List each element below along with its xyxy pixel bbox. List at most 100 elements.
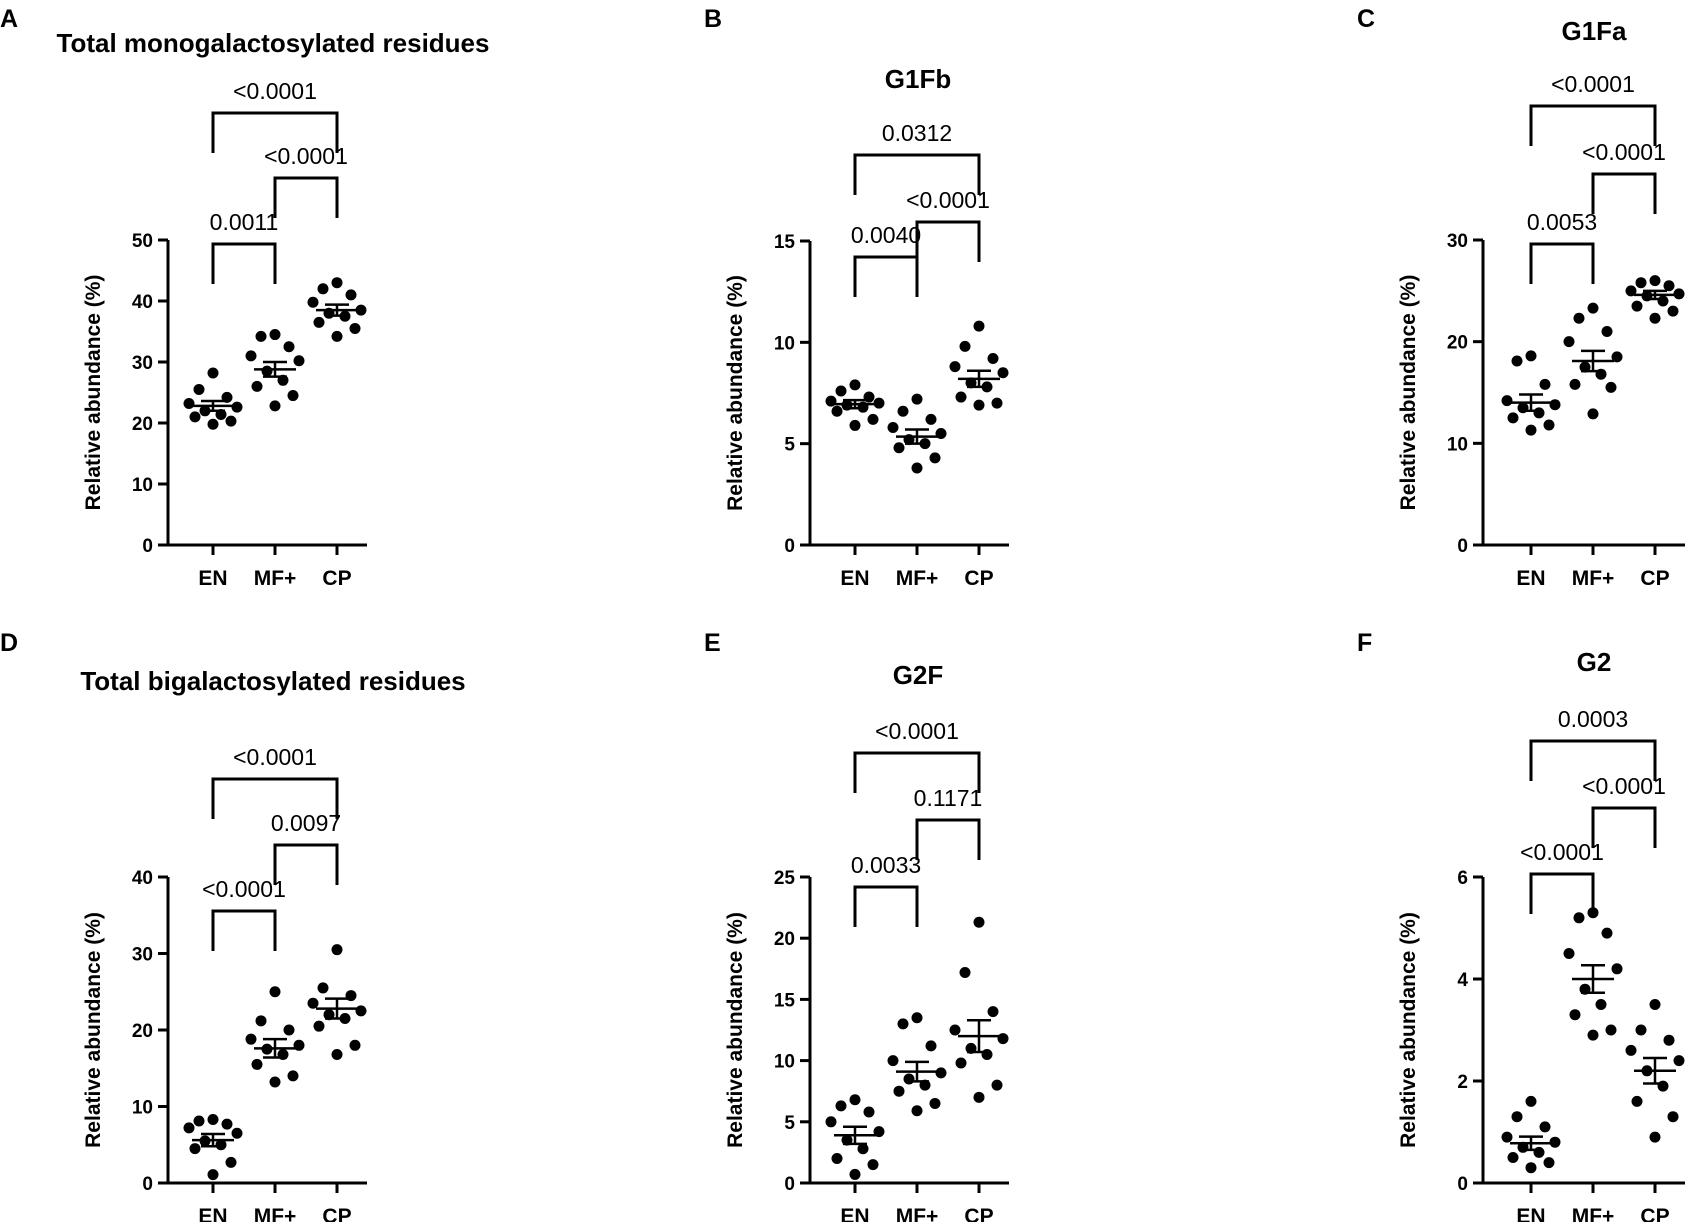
data-point-a-en-8 — [189, 411, 201, 423]
y-tick-label-d-40: 40 — [132, 868, 153, 889]
series-a-mf-plus — [245, 329, 305, 412]
chart-title-d: Total bigalactosylated residues — [80, 666, 465, 696]
x-tick-label-c-en: EN — [1516, 567, 1545, 590]
data-point-e-cp-7 — [981, 1048, 993, 1060]
panel-b: B G1Fb Relative abundance (%) 0 5 10 15 EN MF+ CP… — [704, 5, 1009, 590]
comparison-bracket-d-en-vs-mf-plus — [211, 909, 277, 951]
data-point-c-cp-1 — [1649, 275, 1661, 287]
data-point-e-cp-10 — [973, 1091, 985, 1103]
y-axis-label-d: Relative abundance (%) — [82, 912, 105, 1148]
p-value-label-e-mf-plus-vs-cp: 0.1171 — [914, 785, 983, 811]
data-point-f-mf-plus-8 — [1569, 1009, 1581, 1021]
data-point-f-mf-plus-7 — [1595, 999, 1607, 1010]
series-c-mf-plus — [1563, 302, 1623, 420]
data-point-e-en-8 — [831, 1153, 843, 1165]
p-value-label-b-en-vs-mf-plus: 0.0040 — [851, 222, 921, 248]
comparison-bracket-b-en-vs-cp — [853, 153, 981, 195]
data-point-e-cp-9 — [991, 1079, 1003, 1091]
panel-letter-e: E — [704, 629, 721, 657]
x-tick-label-b-en: EN — [840, 567, 869, 590]
y-tick-label-f-0: 0 — [1457, 1174, 1468, 1195]
data-point-f-cp-4 — [1625, 1044, 1637, 1056]
data-point-e-cp-2 — [959, 966, 971, 978]
data-point-c-mf-plus-10 — [1587, 408, 1599, 420]
data-point-d-en-8 — [189, 1143, 201, 1155]
data-point-f-mf-plus-3 — [1601, 927, 1613, 939]
data-point-e-mf-plus-9 — [929, 1097, 941, 1109]
data-point-d-mf-plus-1 — [269, 986, 281, 998]
panel-f: F G2 Relative abundance (%) 0 2 4 6 EN MF+ CP <0.0… — [1357, 629, 1685, 1222]
y-tick-label-f-2: 2 — [1457, 1072, 1468, 1093]
y-tick-label-f-6: 6 — [1457, 868, 1468, 889]
series-f-en — [1501, 1095, 1561, 1174]
series-d-en — [183, 1114, 243, 1181]
data-point-a-en-4 — [183, 397, 195, 409]
series-f-mf-plus — [1563, 907, 1623, 1041]
data-point-b-en-2 — [835, 385, 847, 397]
y-tick-label-a-40: 40 — [132, 292, 153, 313]
data-point-f-mf-plus-10 — [1587, 1029, 1599, 1041]
data-point-d-mf-plus-2 — [255, 1015, 267, 1027]
y-axis-label-f: Relative abundance (%) — [1397, 912, 1420, 1148]
p-value-label-a-en-vs-cp: <0.0001 — [233, 78, 317, 104]
series-b-en — [825, 379, 885, 431]
data-point-f-en-9 — [1543, 1157, 1555, 1169]
series-a-en — [183, 367, 243, 430]
data-point-e-en-1 — [849, 1094, 861, 1106]
y-tick-label-a-30: 30 — [132, 353, 153, 374]
data-point-e-cp-1 — [973, 916, 985, 928]
data-point-b-en-4 — [825, 395, 837, 407]
y-axis-label-a: Relative abundance (%) — [82, 275, 105, 511]
data-point-f-en-4 — [1501, 1131, 1513, 1143]
data-point-b-cp-8 — [955, 391, 967, 403]
data-point-b-mf-plus-1 — [911, 393, 923, 405]
data-point-e-en-2 — [835, 1100, 847, 1112]
y-axis-label-c: Relative abundance (%) — [1397, 275, 1420, 511]
data-point-b-mf-plus-3 — [925, 413, 937, 425]
chart-title-e: G2F — [893, 660, 944, 690]
series-d-cp — [307, 944, 367, 1060]
data-point-f-en-1 — [1525, 1095, 1537, 1107]
data-point-e-en-7 — [857, 1143, 869, 1155]
data-point-c-cp-7 — [1657, 295, 1669, 307]
x-tick-label-d-cp: CP — [322, 1205, 351, 1222]
y-tick-label-d-30: 30 — [132, 945, 153, 966]
series-a-cp — [307, 277, 367, 342]
data-point-c-en-2 — [1511, 355, 1523, 367]
data-point-d-cp-9 — [349, 1039, 361, 1051]
x-tick-label-d-mf-plus: MF+ — [254, 1205, 297, 1222]
y-tick-label-c-10: 10 — [1447, 434, 1468, 455]
data-point-d-en-2 — [193, 1115, 205, 1127]
data-point-a-cp-4 — [307, 296, 319, 308]
comparison-bracket-a-en-vs-mf-plus — [211, 242, 277, 284]
data-point-c-mf-plus-6 — [1579, 361, 1591, 373]
data-point-e-mf-plus-5 — [935, 1067, 947, 1079]
data-point-c-cp-4 — [1625, 285, 1637, 297]
data-point-b-mf-plus-5 — [935, 428, 947, 440]
x-tick-label-e-cp: CP — [964, 1205, 993, 1222]
data-point-e-en-4 — [825, 1116, 837, 1128]
data-point-e-en-3 — [863, 1106, 875, 1118]
data-point-c-mf-plus-2 — [1573, 312, 1585, 324]
p-value-label-c-en-vs-mf-plus: 0.0053 — [1527, 209, 1597, 235]
x-tick-label-e-mf-plus: MF+ — [896, 1205, 939, 1222]
data-point-d-cp-10 — [331, 1048, 343, 1060]
data-point-e-cp-4 — [949, 1024, 961, 1036]
data-point-b-cp-6 — [965, 377, 977, 389]
data-point-c-cp-9 — [1667, 305, 1679, 317]
panel-letter-b: B — [704, 5, 722, 33]
y-tick-label-e-15: 15 — [774, 990, 796, 1011]
x-tick-label-a-cp: CP — [322, 567, 351, 590]
data-point-c-en-4 — [1501, 395, 1513, 407]
y-tick-label-e-20: 20 — [774, 929, 795, 950]
data-point-b-mf-plus-4 — [887, 421, 899, 433]
comparison-bracket-d-en-vs-cp — [211, 777, 339, 819]
data-point-d-mf-plus-9 — [287, 1070, 299, 1082]
data-point-e-mf-plus-3 — [925, 1040, 937, 1052]
data-point-d-mf-plus-4 — [245, 1033, 257, 1045]
panel-c: C G1Fa Relative abundance (%) 0 10 20 30 EN MF+ C… — [1357, 5, 1685, 590]
data-point-f-mf-plus-9 — [1605, 1024, 1617, 1036]
data-point-d-cp-2 — [317, 982, 329, 994]
data-point-b-en-8 — [831, 405, 843, 417]
